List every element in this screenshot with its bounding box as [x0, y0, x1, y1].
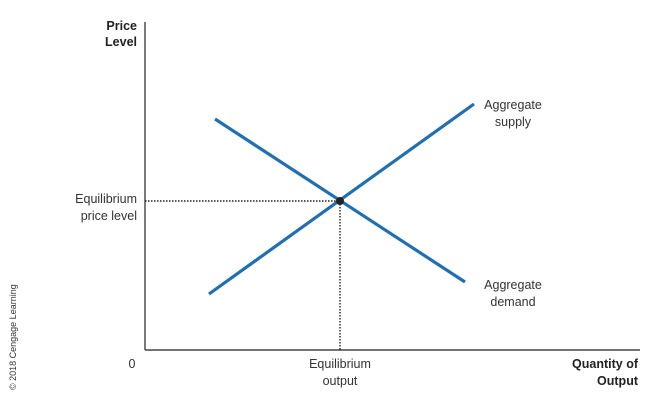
equilibrium-output-label-line1: Equilibrium [309, 357, 371, 371]
x-axis-label-line2: Output [597, 374, 639, 388]
equilibrium-output-label-line2: output [323, 374, 358, 388]
origin-label: 0 [129, 357, 136, 371]
y-axis-label-line1: Price [106, 19, 137, 33]
aggregate-supply-label-line1: Aggregate [484, 98, 542, 112]
y-axis-label-line2: Level [105, 35, 137, 49]
equilibrium-price-label-line1: Equilibrium [75, 192, 137, 206]
equilibrium-point [336, 197, 344, 205]
x-axis-label-line1: Quantity of [572, 357, 639, 371]
equilibrium-price-label-line2: price level [81, 209, 137, 223]
aggregate-demand-label-line1: Aggregate [484, 278, 542, 292]
aggregate-supply-label-line2: supply [495, 115, 532, 129]
aggregate-demand-label-line2: demand [490, 295, 535, 309]
copyright-credit: © 2018 Cengage Learning [8, 284, 18, 390]
